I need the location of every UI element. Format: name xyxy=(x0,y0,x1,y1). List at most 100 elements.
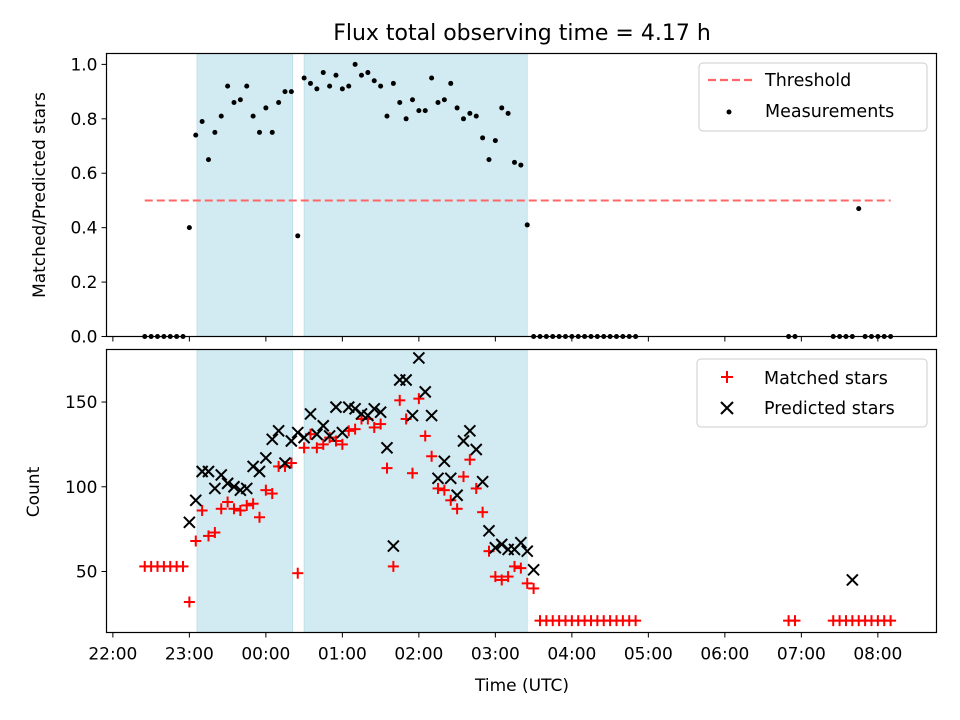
predicted-star-marker xyxy=(202,465,215,478)
measurement-point xyxy=(263,105,269,111)
predicted-star-marker xyxy=(336,426,349,439)
measurement-point xyxy=(244,83,250,89)
y-tick-label: 0.8 xyxy=(70,110,97,130)
matched-star-marker xyxy=(330,435,342,447)
measurement-point xyxy=(205,157,211,163)
measurement-point xyxy=(301,75,307,81)
matched-star-marker xyxy=(368,421,380,433)
matched-star-marker xyxy=(394,394,406,406)
measurement-point xyxy=(269,129,275,135)
shaded-interval xyxy=(303,349,528,633)
y-tick-label: 0.4 xyxy=(70,219,97,239)
predicted-star-marker xyxy=(482,524,496,538)
measurement-point xyxy=(250,113,256,119)
top-chart-title: Flux total observing time = 4.17 h xyxy=(333,21,711,46)
matched-star-marker xyxy=(445,494,457,506)
measurement-point xyxy=(237,97,243,103)
matched-star-marker xyxy=(317,438,329,450)
measurement-point xyxy=(524,222,530,228)
predicted-star-marker xyxy=(240,482,253,495)
predicted-star-marker xyxy=(329,400,343,414)
shaded-interval xyxy=(303,53,528,337)
measurement-point xyxy=(352,61,358,67)
matched-star-marker xyxy=(406,467,418,479)
y-tick-label: 50 xyxy=(76,562,98,582)
legend-matched-swatch xyxy=(721,371,733,383)
matched-star-markers xyxy=(139,393,897,627)
measurement-point xyxy=(358,72,364,78)
predicted-star-marker xyxy=(221,477,234,490)
legend-measurements-label: Measurements xyxy=(765,102,894,122)
matched-star-marker xyxy=(381,462,393,474)
y-tick-label: 100 xyxy=(65,478,97,498)
measurement-point xyxy=(422,108,428,114)
measurement-point xyxy=(518,162,524,168)
matched-star-marker xyxy=(285,457,297,469)
measurement-point xyxy=(256,129,262,135)
measurement-point xyxy=(429,75,435,81)
predicted-star-markers xyxy=(183,351,859,587)
predicted-star-marker xyxy=(215,468,228,482)
matched-star-marker xyxy=(451,503,463,515)
x-tick-label: 06:00 xyxy=(700,645,749,665)
matched-star-marker xyxy=(432,482,444,494)
top-axes-frame xyxy=(105,52,938,338)
measurement-point xyxy=(435,99,441,105)
matched-star-marker xyxy=(336,438,348,450)
matched-star-marker xyxy=(241,499,253,511)
predicted-star-marker xyxy=(450,489,464,502)
measurement-point xyxy=(327,83,333,89)
matched-star-marker xyxy=(292,567,304,579)
measurement-point xyxy=(454,105,460,111)
matched-star-marker xyxy=(528,582,540,594)
matched-star-marker xyxy=(298,442,310,454)
measurement-point xyxy=(365,70,371,76)
matched-star-marker xyxy=(196,504,208,516)
measurement-point xyxy=(460,116,466,122)
measurement-point xyxy=(371,78,377,84)
measurement-point xyxy=(333,72,339,78)
measurement-point xyxy=(511,159,517,165)
x-tick-label: 01:00 xyxy=(318,645,367,665)
x-tick-label: 04:00 xyxy=(547,645,596,665)
measurement-point xyxy=(339,86,345,92)
predicted-star-marker xyxy=(183,516,196,529)
measurement-points xyxy=(142,61,894,339)
y-tick-label: 0.2 xyxy=(70,273,97,293)
matched-star-marker xyxy=(266,488,278,500)
measurement-point xyxy=(492,138,498,144)
predicted-star-marker xyxy=(476,475,489,488)
matched-star-marker xyxy=(630,615,642,627)
top-y-axis-label: Matched/Predicted stars xyxy=(30,92,50,298)
measurement-point xyxy=(486,157,492,163)
measurement-point xyxy=(856,206,862,212)
matched-star-marker xyxy=(457,471,469,483)
measurement-point xyxy=(499,105,505,111)
bottom-legend: Matched stars Predicted stars xyxy=(696,358,928,428)
measurement-point xyxy=(307,80,313,86)
predicted-star-marker xyxy=(470,443,483,456)
legend-matched-label: Matched stars xyxy=(764,369,888,389)
predicted-star-marker xyxy=(406,409,419,422)
predicted-star-marker xyxy=(463,424,477,438)
matched-star-marker xyxy=(387,560,399,572)
top-y-ticks: 0.0 0.2 0.4 0.6 0.8 1.0 xyxy=(70,55,107,348)
measurement-point xyxy=(282,89,288,95)
top-x-ticks xyxy=(112,336,879,342)
predicted-star-marker xyxy=(489,541,502,554)
predicted-star-marker xyxy=(323,429,336,443)
predicted-star-marker xyxy=(310,428,324,441)
measurement-point xyxy=(231,99,237,105)
matched-star-marker xyxy=(464,454,476,466)
predicted-star-marker xyxy=(438,455,451,468)
predicted-star-marker xyxy=(387,539,400,553)
y-tick-label: 1.0 xyxy=(70,55,97,75)
predicted-star-marker xyxy=(227,480,241,493)
measurement-point xyxy=(276,99,282,105)
bottom-shaded-intervals xyxy=(196,349,528,633)
predicted-star-marker xyxy=(278,456,292,470)
x-tick-label: 03:00 xyxy=(471,645,520,665)
predicted-star-marker xyxy=(527,563,540,577)
matched-star-marker xyxy=(202,530,214,542)
x-tick-label: 08:00 xyxy=(853,645,902,665)
